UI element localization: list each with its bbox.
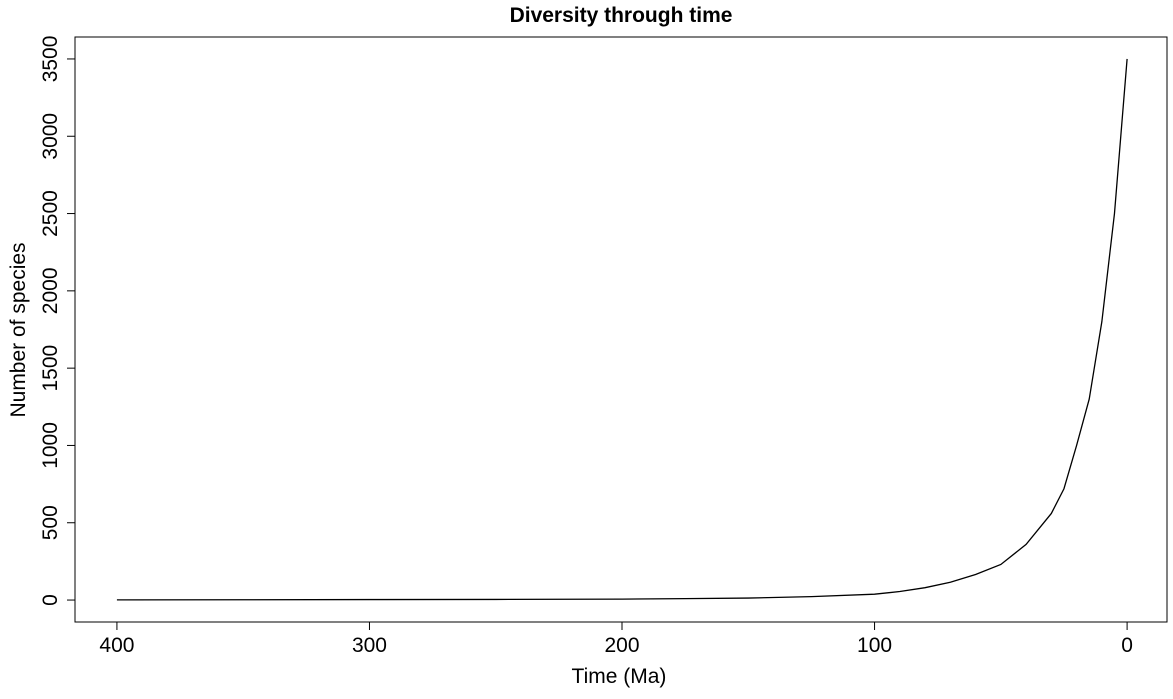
x-axis-label: Time (Ma) — [572, 665, 667, 688]
x-tick-label: 0 — [1121, 634, 1133, 657]
x-tick-label: 100 — [857, 634, 892, 657]
y-tick-label: 1500 — [39, 345, 62, 392]
y-tick-label: 3000 — [39, 113, 62, 160]
y-tick-label: 500 — [39, 505, 62, 540]
y-axis-label: Number of species — [7, 242, 30, 417]
plot-frame — [74, 36, 1168, 623]
x-tick-label: 300 — [352, 634, 387, 657]
x-tick-label: 200 — [604, 634, 639, 657]
y-tick-label: 2500 — [39, 190, 62, 237]
data-line — [116, 58, 1128, 601]
y-tick-label: 1000 — [39, 422, 62, 469]
chart-title: Diversity through time — [510, 4, 733, 27]
x-tick-label: 400 — [99, 634, 134, 657]
y-tick-label: 3500 — [39, 36, 62, 83]
y-tick-label: 2000 — [39, 267, 62, 314]
y-tick-label: 0 — [39, 594, 62, 606]
